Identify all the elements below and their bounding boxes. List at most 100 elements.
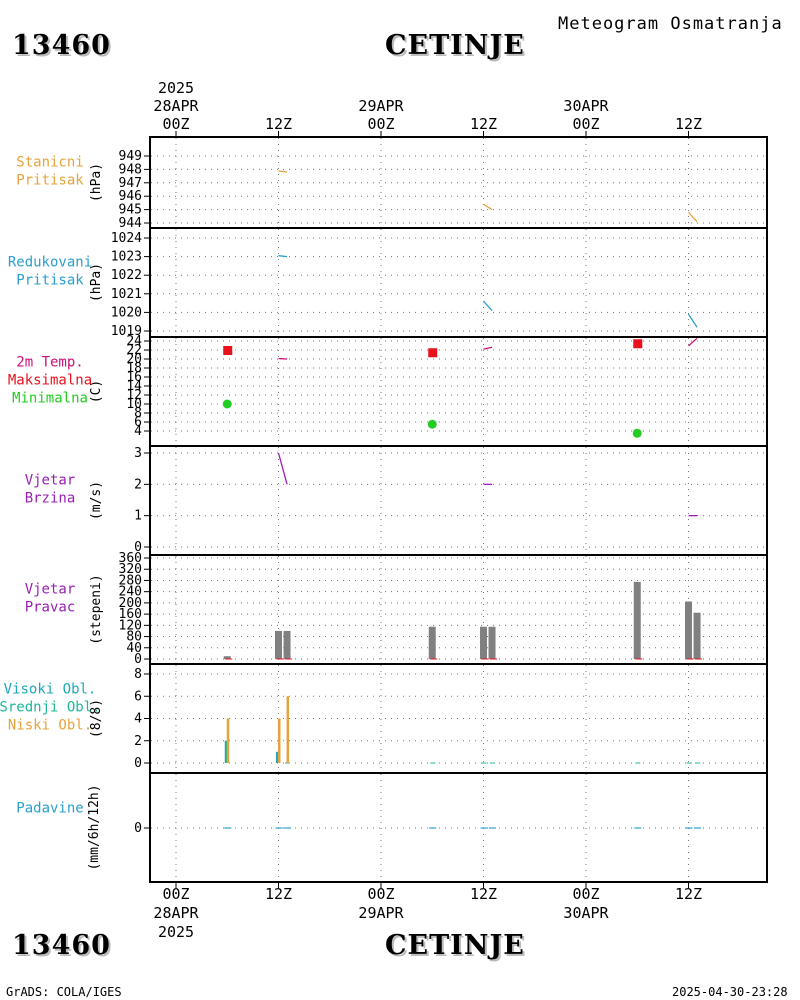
panel-frame (149, 663, 768, 774)
panel-label: Padavine (16, 801, 83, 817)
time-tick-bottom: 12Z (470, 885, 497, 903)
time-tick-top: 00Z (367, 115, 394, 133)
min-temp-marker (632, 428, 642, 438)
date-label-top: 30APR (563, 97, 609, 115)
y-tick-label: 1019 (111, 324, 142, 339)
y-tick-label: 1020 (111, 305, 142, 320)
temp-line-segment (483, 346, 493, 350)
time-tick-bottom: 00Z (162, 885, 189, 903)
wind-dir-bar (685, 601, 692, 659)
y-tick-label: 2 (134, 734, 142, 749)
data-line-segment (688, 211, 698, 223)
panel-label: Vjetar (25, 473, 76, 489)
min-temp-marker (222, 399, 232, 409)
time-tick-top: 00Z (572, 115, 599, 133)
y-axis-unit: (mm/6h/12h) (87, 784, 102, 870)
panel-label: Vjetar (25, 582, 76, 598)
time-tick-bottom: 00Z (367, 885, 394, 903)
y-tick-label: 20 (126, 352, 142, 367)
grads-credit: GrADS: COLA/IGES (6, 985, 122, 999)
y-tick-label: 40 (126, 641, 142, 656)
panel-label: Visoki Obl. (4, 682, 97, 698)
panel-label: Brzina (25, 491, 76, 507)
panel-label: Stanicni (16, 155, 83, 171)
y-tick-label: 1021 (111, 287, 142, 302)
y-axis-unit: (C) (89, 380, 104, 403)
y-tick-label: 1024 (111, 231, 142, 246)
y-axis-unit: (hPa) (89, 263, 104, 302)
y-tick-label: 0 (134, 540, 142, 555)
panel-frame (149, 136, 768, 229)
station-name-top: CETINJE (385, 30, 525, 61)
data-line-segment (278, 255, 288, 258)
y-tick-label: 2 (134, 477, 142, 492)
wind-dir-bar (633, 581, 641, 659)
time-tick-top: 12Z (675, 115, 702, 133)
y-tick-label: 120 (119, 618, 142, 633)
time-tick-top: 12Z (265, 115, 292, 133)
meteogram-title: Meteogram Osmatranja (558, 14, 783, 34)
y-axis-unit: (m/s) (89, 481, 104, 520)
max-temp-marker (428, 348, 438, 358)
y-tick-label: 1022 (111, 268, 142, 283)
y-tick-label: 0 (134, 821, 142, 836)
y-tick-label: 8 (134, 406, 142, 421)
data-line-segment (278, 170, 288, 173)
wind-dir-bar (488, 626, 496, 659)
max-temp-marker (633, 339, 643, 349)
time-tick-bottom: 12Z (265, 885, 292, 903)
y-tick-label: 280 (119, 573, 142, 588)
time-tick-bottom: 00Z (572, 885, 599, 903)
y-tick-label: 3 (134, 446, 142, 461)
y-tick-label: 200 (119, 596, 142, 611)
y-tick-label: 16 (126, 370, 142, 385)
y-tick-label: 944 (119, 216, 143, 231)
y-axis-unit: (8/8) (89, 699, 104, 738)
date-label-bottom: 29APR (358, 904, 404, 922)
time-tick-top: 00Z (162, 115, 189, 133)
y-tick-label: 0 (134, 756, 142, 771)
y-tick-label: 160 (119, 607, 142, 622)
y-tick-label: 1023 (111, 250, 142, 265)
year-label-bottom: 2025 (158, 923, 194, 941)
panel-frame (149, 227, 768, 338)
cloud-bar (286, 696, 290, 763)
date-label-top: 28APR (153, 97, 199, 115)
wind-dir-bar (428, 626, 436, 659)
panel-label: Maksimalna (8, 373, 92, 389)
panel-label: Pravac (25, 600, 76, 616)
y-tick-label: 948 (119, 162, 142, 177)
y-tick-label: 0 (134, 652, 142, 667)
station-id-top: 13460 (12, 30, 111, 61)
panel-label: Minimalna (12, 391, 88, 407)
panel-frame (149, 445, 768, 556)
temp-line-segment (688, 337, 698, 347)
y-axis-unit: (hPa) (89, 163, 104, 202)
y-axis-unit: (stepeni) (89, 574, 104, 644)
panel-frame (149, 772, 768, 883)
y-tick-label: 4 (134, 424, 142, 439)
y-tick-label: 6 (134, 415, 142, 430)
min-temp-marker (427, 419, 437, 429)
y-tick-label: 360 (119, 551, 142, 566)
panel-label: Redukovani (8, 255, 92, 271)
y-tick-label: 12 (126, 388, 142, 403)
y-tick-label: 240 (119, 585, 142, 600)
panel-label: Niski Obl. (8, 718, 92, 734)
y-tick-label: 947 (119, 176, 142, 191)
cloud-bar (226, 718, 230, 763)
time-tick-top: 12Z (470, 115, 497, 133)
y-tick-label: 14 (126, 379, 142, 394)
panel-frame (149, 336, 768, 447)
year-label-top: 2025 (158, 79, 194, 97)
y-tick-label: 8 (134, 667, 142, 682)
panel-label: Srednji Obl. (0, 700, 101, 716)
data-line-segment (277, 452, 288, 485)
y-tick-label: 949 (119, 149, 142, 164)
y-tick-label: 945 (119, 203, 142, 218)
time-tick-bottom: 12Z (675, 885, 702, 903)
y-tick-label: 320 (119, 562, 142, 577)
panel-frame (149, 554, 768, 665)
wind-dir-bar (275, 630, 282, 659)
